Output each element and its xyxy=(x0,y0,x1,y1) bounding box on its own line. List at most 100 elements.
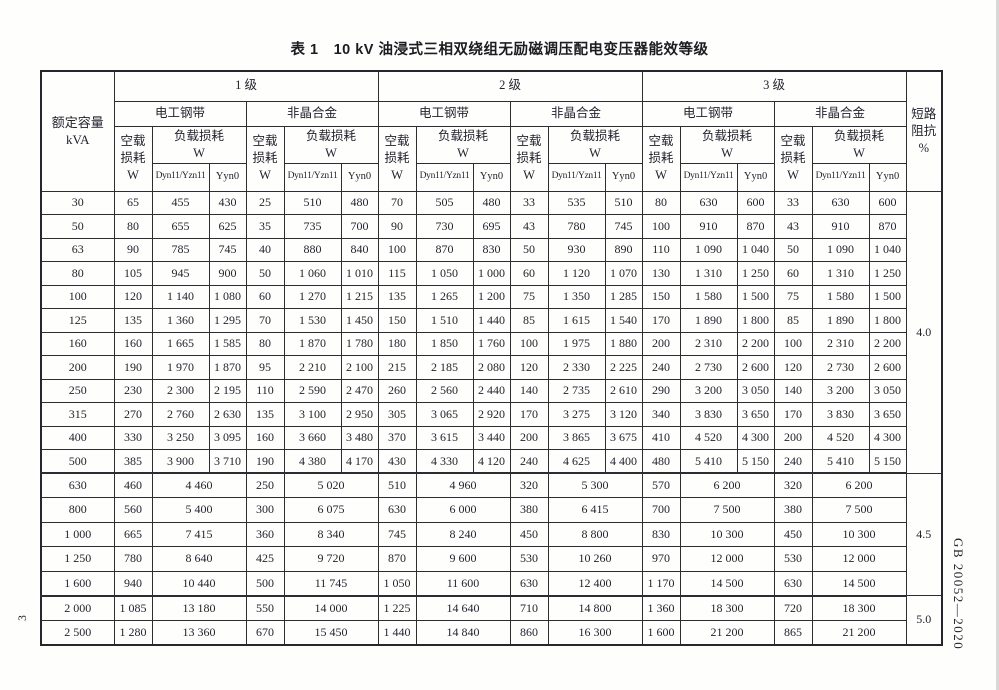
loss-value-cell: 630 xyxy=(679,190,738,215)
loss-value-cell: 340 xyxy=(641,402,681,427)
loss-value-cell: 60 xyxy=(773,261,813,286)
loss-value-cell: 70 xyxy=(245,308,285,333)
loss-value-cell: 510 xyxy=(377,472,417,498)
winding-dyn11-yzn11-header: Dyn11/Yzn11 xyxy=(547,162,606,192)
loss-value-cell: 8 340 xyxy=(283,521,379,547)
loss-value-cell: 90 xyxy=(377,214,417,239)
loss-value-cell: 670 xyxy=(245,619,285,645)
loss-value-cell: 50 xyxy=(773,237,813,262)
loss-value-cell: 14 800 xyxy=(547,595,643,621)
loss-value-cell: 3 660 xyxy=(283,425,342,450)
table-row: 100 120 1 140 1 080 60 1 270 1 215 135 1 265 1 20… xyxy=(40,284,942,309)
capacity-cell: 50 xyxy=(40,214,115,239)
loss-value-cell: 2 590 xyxy=(283,378,342,403)
loss-value-cell: 5 410 xyxy=(679,449,738,474)
loss-value-cell: 50 xyxy=(509,237,549,262)
table-row: 315 270 2 760 2 630 135 3 100 2 950 305 3 065 2 9… xyxy=(40,402,942,427)
loss-value-cell: 7 500 xyxy=(679,497,775,523)
loss-value-cell: 3 650 xyxy=(736,402,775,427)
loss-value-cell: 5 150 xyxy=(868,449,907,474)
table-row: 500 385 3 900 3 710 190 4 380 4 170 430 4 330 4 1… xyxy=(40,449,942,474)
loss-value-cell: 1 295 xyxy=(208,308,247,333)
loss-value-cell: 3 865 xyxy=(547,425,606,450)
loss-value-cell: 3 830 xyxy=(679,402,738,427)
loss-value-cell: 1 140 xyxy=(151,284,210,309)
winding-yyn0-header: Yyn0 xyxy=(604,162,643,192)
loss-value-cell: 1 500 xyxy=(736,284,775,309)
loss-value-cell: 450 xyxy=(509,521,549,547)
capacity-header: 额定容量 kVA xyxy=(40,70,115,192)
loss-value-cell: 75 xyxy=(773,284,813,309)
loss-value-cell: 745 xyxy=(377,521,417,547)
loss-value-cell: 1 800 xyxy=(736,308,775,333)
loss-value-cell: 900 xyxy=(208,261,247,286)
loss-value-cell: 4 960 xyxy=(415,472,511,498)
capacity-cell: 125 xyxy=(40,308,115,333)
loss-value-cell: 425 xyxy=(245,546,285,572)
loss-value-cell: 12 000 xyxy=(679,546,775,572)
loss-value-cell: 1 870 xyxy=(283,331,342,356)
loss-value-cell: 320 xyxy=(509,472,549,498)
loss-value-cell: 380 xyxy=(773,497,813,523)
loss-value-cell: 860 xyxy=(509,619,549,645)
loss-value-cell: 305 xyxy=(377,402,417,427)
material-amorphous-header: 非晶合金 xyxy=(245,100,379,127)
loss-value-cell: 2 950 xyxy=(340,402,379,427)
loss-value-cell: 85 xyxy=(773,308,813,333)
loss-value-cell: 43 xyxy=(509,214,549,239)
loss-value-cell: 430 xyxy=(208,190,247,215)
loss-value-cell: 1 050 xyxy=(415,261,474,286)
load-loss-header: 负载损耗 W xyxy=(547,125,643,164)
loss-value-cell: 1 040 xyxy=(868,237,907,262)
loss-value-cell: 600 xyxy=(736,190,775,215)
loss-value-cell: 200 xyxy=(773,425,813,450)
loss-value-cell: 13 360 xyxy=(151,619,247,645)
loss-value-cell: 870 xyxy=(736,214,775,239)
loss-value-cell: 1 510 xyxy=(415,308,474,333)
table-row: 2 000 1 085 13 180 550 14 000 1 225 14 640 710 1… xyxy=(40,595,943,645)
loss-value-cell: 6 415 xyxy=(547,497,643,523)
grade-1-header: 1 级 xyxy=(113,70,379,102)
loss-value-cell: 1 540 xyxy=(604,308,643,333)
loss-value-cell: 2 225 xyxy=(604,355,643,380)
loss-value-cell: 2 300 xyxy=(151,378,210,403)
loss-value-cell: 2 735 xyxy=(547,378,606,403)
table-row: 160 160 1 665 1 585 80 1 870 1 780 180 1 850 1 76… xyxy=(40,331,942,356)
loss-value-cell: 3 900 xyxy=(151,449,210,474)
loss-value-cell: 135 xyxy=(113,308,153,333)
loss-value-cell: 2 080 xyxy=(472,355,511,380)
loss-value-cell: 3 275 xyxy=(547,402,606,427)
loss-value-cell: 480 xyxy=(340,190,379,215)
loss-value-cell: 1 310 xyxy=(679,261,738,286)
loss-value-cell: 1 200 xyxy=(472,284,511,309)
loss-value-cell: 4 625 xyxy=(547,449,606,474)
table-row: 1 600 940 10 440 500 11 745 1 050 11 600 630 12 … xyxy=(40,570,942,597)
loss-value-cell: 18 300 xyxy=(679,595,775,621)
loss-value-cell: 43 xyxy=(773,214,813,239)
loss-value-cell: 4 170 xyxy=(340,449,379,474)
loss-value-cell: 5 300 xyxy=(547,472,643,498)
loss-value-cell: 150 xyxy=(641,284,681,309)
loss-value-cell: 2 200 xyxy=(736,331,775,356)
loss-value-cell: 530 xyxy=(773,546,813,572)
loss-value-cell: 170 xyxy=(773,402,813,427)
loss-value-cell: 460 xyxy=(113,472,153,498)
loss-value-cell: 1 360 xyxy=(641,595,681,621)
loss-value-cell: 170 xyxy=(641,308,681,333)
loss-value-cell: 780 xyxy=(113,546,153,572)
table-title: 表 1 10 kV 油浸式三相双绕组无励磁调压配电变压器能效等级 xyxy=(290,42,709,58)
loss-value-cell: 33 xyxy=(509,190,549,215)
loss-value-cell: 4 300 xyxy=(868,425,907,450)
loss-value-cell: 135 xyxy=(245,402,285,427)
standard-number-side-label: GB 20052—2020 xyxy=(951,538,966,651)
winding-yyn0-header: Yyn0 xyxy=(472,162,511,192)
loss-value-cell: 9 600 xyxy=(415,546,511,572)
loss-value-cell: 1 280 xyxy=(113,619,153,645)
loss-value-cell: 1 585 xyxy=(208,331,247,356)
loss-value-cell: 1 450 xyxy=(340,308,379,333)
loss-value-cell: 840 xyxy=(340,237,379,262)
loss-value-cell: 1 120 xyxy=(547,261,606,286)
loss-value-cell: 120 xyxy=(509,355,549,380)
loss-value-cell: 270 xyxy=(113,402,153,427)
